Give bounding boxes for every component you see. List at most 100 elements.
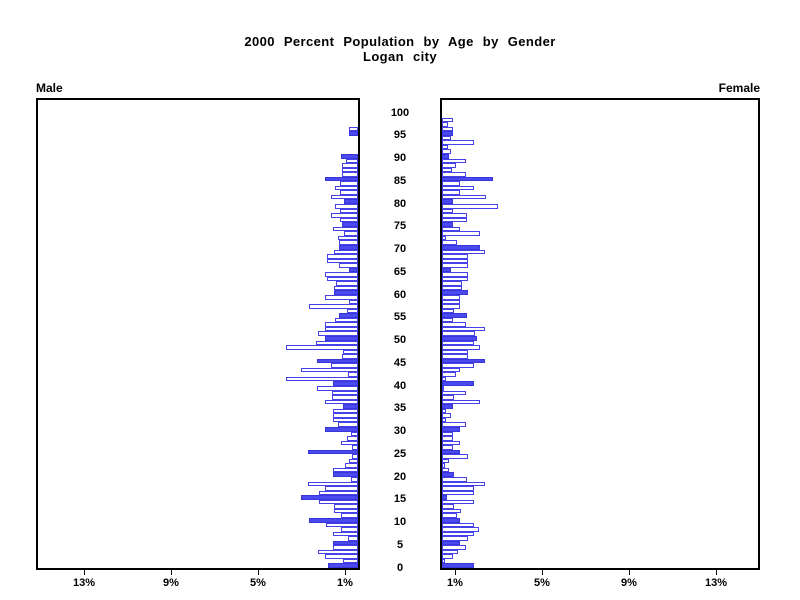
male-bar-age-58	[349, 299, 358, 305]
female-bar-age-28	[442, 436, 453, 441]
male-bar-age-15	[300, 495, 358, 500]
female-bars-area	[442, 100, 758, 568]
female-bar-age-1	[442, 558, 446, 564]
male-bar-age-80	[343, 199, 358, 204]
female-bar-age-56	[442, 308, 454, 314]
male-axis-label: Male	[36, 81, 63, 95]
female-bar-age-92	[442, 144, 449, 150]
female-bar-age-66	[442, 263, 469, 268]
female-bar-age-21	[442, 467, 449, 473]
female-bar-age-61	[442, 285, 462, 291]
female-bar-age-4	[442, 545, 466, 550]
female-bar-age-36	[442, 399, 480, 405]
male-bar-age-50	[324, 335, 358, 341]
female-bar-age-97	[442, 122, 449, 127]
female-bar-age-98	[442, 117, 453, 123]
age-tick-label-75: 75	[393, 220, 407, 233]
female-bar-age-30	[442, 426, 460, 432]
female-x-tick-label-1: 1%	[447, 577, 463, 589]
male-bar-age-30	[325, 426, 358, 432]
female-bar-age-50	[442, 335, 477, 341]
male-bar-age-22	[344, 463, 358, 468]
female-bar-age-0	[442, 563, 474, 568]
male-bar-age-71	[339, 240, 358, 245]
female-bar-age-82	[442, 190, 460, 195]
female-bar-age-8	[442, 527, 479, 532]
age-tick-label-40: 40	[393, 379, 407, 392]
female-bar-age-10	[442, 517, 460, 523]
male-bar-age-10	[308, 517, 358, 523]
male-bar-age-28	[347, 436, 358, 441]
male-bar-age-37	[331, 395, 358, 400]
male-bar-age-51	[318, 331, 358, 336]
age-tick-label-30: 30	[393, 425, 407, 437]
male-bar-age-20	[333, 472, 358, 477]
male-bar-age-64	[325, 272, 358, 277]
male-bar-age-21	[333, 467, 358, 473]
female-bar-age-65	[442, 267, 451, 273]
female-bar-age-58	[442, 299, 460, 305]
female-bar-age-88	[442, 163, 456, 168]
female-bar-age-19	[442, 477, 467, 482]
female-bar-age-6	[442, 536, 469, 541]
female-bar-age-9	[442, 522, 474, 528]
female-bar-age-91	[442, 149, 451, 154]
age-tick-label-45: 45	[393, 356, 407, 369]
female-bar-age-94	[442, 135, 451, 141]
male-bar-age-78	[340, 208, 358, 214]
female-x-tick-1	[455, 570, 456, 575]
female-bar-age-18	[442, 481, 485, 487]
age-tick-label-100: 100	[390, 106, 410, 119]
male-bar-age-35	[342, 404, 358, 409]
female-bar-age-68	[442, 254, 469, 259]
female-bar-age-12	[442, 508, 461, 514]
female-bar-age-39	[442, 386, 445, 391]
male-bar-age-74	[333, 226, 358, 232]
female-bar-age-70	[442, 244, 480, 250]
female-axis-label: Female	[718, 81, 760, 95]
female-bar-age-16	[442, 490, 474, 496]
female-bar-age-52	[442, 326, 486, 332]
chart-title: 2000 Percent Population by Age by Gender…	[0, 34, 800, 64]
male-bar-age-32	[333, 417, 358, 423]
female-x-tick-9	[629, 570, 630, 575]
male-bar-age-95	[349, 131, 358, 136]
male-bar-age-42	[348, 372, 358, 377]
male-bar-age-86	[341, 172, 358, 177]
male-x-tick-1	[345, 570, 346, 575]
male-bar-age-59	[325, 295, 358, 300]
female-bar-age-11	[442, 513, 457, 518]
female-bar-age-84	[442, 181, 460, 186]
female-bar-age-71	[442, 240, 458, 245]
male-bar-age-76	[340, 217, 358, 223]
male-bar-age-39	[316, 386, 358, 391]
female-bar-age-87	[442, 167, 452, 173]
male-bar-age-19	[350, 477, 358, 482]
male-bar-age-90	[340, 153, 358, 159]
male-x-tick-5	[258, 570, 259, 575]
female-panel	[440, 98, 760, 570]
female-bar-age-89	[442, 158, 466, 164]
male-bar-age-2	[325, 554, 358, 559]
female-bar-age-83	[442, 185, 474, 191]
male-bar-age-67	[326, 258, 358, 264]
female-bar-age-48	[442, 345, 480, 350]
male-bar-age-7	[333, 531, 358, 537]
male-bar-age-14	[318, 499, 358, 505]
male-bar-age-44	[330, 363, 358, 368]
age-tick-label-80: 80	[393, 197, 407, 210]
female-bar-age-31	[442, 422, 466, 427]
male-bar-age-62	[336, 281, 358, 286]
male-bar-age-73	[344, 231, 358, 236]
female-bar-age-13	[442, 504, 454, 509]
age-tick-label-50: 50	[393, 334, 407, 346]
female-bar-age-41	[442, 376, 447, 382]
male-bar-age-52	[325, 326, 358, 332]
male-bar-age-70	[339, 244, 358, 250]
male-bar-age-33	[333, 413, 358, 418]
male-panel	[36, 98, 360, 570]
female-bar-age-67	[442, 258, 469, 264]
female-bar-age-85	[442, 176, 493, 182]
male-bar-age-85	[325, 176, 358, 182]
male-bar-age-17	[324, 486, 358, 491]
